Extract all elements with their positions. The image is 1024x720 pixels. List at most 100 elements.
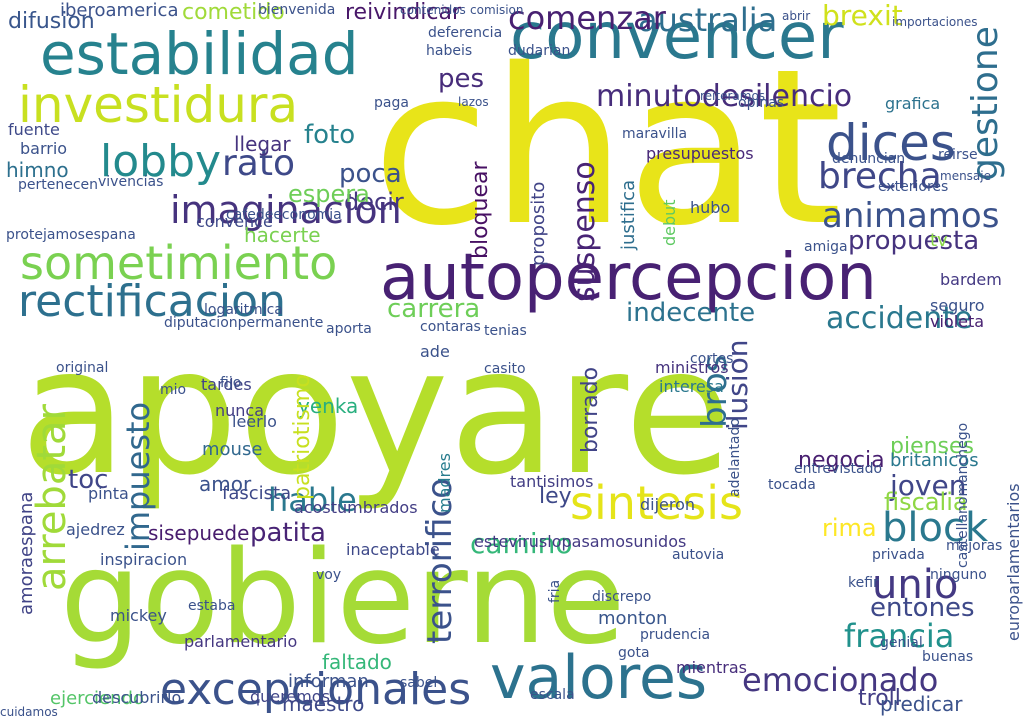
cloud-word: toc bbox=[68, 465, 109, 495]
cloud-word: tocada bbox=[768, 477, 816, 493]
cloud-word: propuesta bbox=[848, 226, 980, 256]
cloud-word: autovia bbox=[672, 547, 725, 563]
cloud-word: abrir bbox=[782, 9, 811, 23]
cloud-word: monton bbox=[598, 608, 668, 629]
cloud-word: emocionado bbox=[742, 661, 939, 699]
cloud-word: vivencias bbox=[98, 174, 164, 190]
cloud-word: fiscalia bbox=[884, 488, 968, 516]
cloud-word: reirse bbox=[938, 147, 978, 163]
cloud-word: nunca bbox=[215, 401, 265, 420]
cloud-word: leerlo bbox=[232, 412, 277, 431]
cloud-word: brecha bbox=[818, 156, 942, 197]
cloud-word: mejoras bbox=[946, 538, 1003, 554]
cloud-word: indecente bbox=[626, 298, 756, 328]
cloud-word: protejamosespana bbox=[6, 227, 136, 243]
cloud-word: fascista bbox=[222, 483, 292, 504]
cloud-word: diputacionpermanente bbox=[164, 315, 324, 331]
cloud-word: reiteramos bbox=[700, 89, 766, 103]
cloud-word: faltado bbox=[322, 650, 392, 674]
cloud-word: mientras bbox=[676, 658, 748, 677]
cloud-word: iberoamerica bbox=[60, 0, 179, 21]
cloud-word: voy bbox=[316, 567, 342, 583]
cloud-word: interesa bbox=[659, 377, 724, 396]
cloud-word: maravilla bbox=[622, 126, 688, 142]
cloud-word: tantisimos bbox=[510, 472, 594, 491]
cloud-word: madres bbox=[435, 452, 454, 513]
cloud-word: pinta bbox=[88, 484, 129, 503]
cloud-word: joven bbox=[890, 469, 967, 502]
cloud-word: patita bbox=[250, 518, 326, 548]
cloud-word: decir bbox=[344, 188, 404, 216]
cloud-word: borrado bbox=[578, 367, 603, 454]
cloud-word: cuidamos bbox=[0, 705, 58, 719]
cloud-word: comenzar bbox=[508, 0, 666, 37]
cloud-word: convence bbox=[196, 212, 273, 231]
cloud-word: mickey bbox=[110, 606, 167, 625]
cloud-word: buenas bbox=[922, 649, 974, 665]
cloud-word: accidente bbox=[826, 301, 973, 336]
cloud-word: hubo bbox=[690, 198, 731, 217]
cloud-word: rima bbox=[822, 514, 877, 542]
cloud-word: reivindicar bbox=[345, 0, 461, 25]
cloud-word: dudarian bbox=[508, 43, 571, 59]
cloud-word: britanicos bbox=[890, 450, 979, 471]
cloud-word: sintesis bbox=[570, 476, 743, 530]
cloud-word: sometimiento bbox=[20, 236, 338, 290]
cloud-word: bloquear bbox=[468, 161, 493, 260]
cloud-word: hacerte bbox=[244, 223, 321, 247]
cloud-word: bardem bbox=[940, 270, 1002, 289]
cloud-word: autopercepcion bbox=[380, 241, 877, 315]
cloud-word: sabel bbox=[400, 675, 438, 691]
cloud-word: fijo bbox=[220, 375, 242, 391]
cloud-word: block bbox=[882, 505, 989, 551]
cloud-word: fria bbox=[547, 579, 563, 603]
cloud-word: convencer bbox=[510, 0, 844, 74]
cloud-word: mio bbox=[160, 382, 187, 398]
cloud-word: casito bbox=[484, 361, 526, 377]
cloud-word: cortes bbox=[690, 351, 734, 367]
cloud-word: suspenso bbox=[567, 161, 602, 302]
cloud-word: negocia bbox=[798, 448, 885, 473]
cloud-word: entones bbox=[870, 593, 975, 623]
cloud-word: importaciones bbox=[892, 15, 978, 29]
cloud-word: amoraespana bbox=[16, 491, 37, 615]
cloud-word: tenias bbox=[484, 323, 527, 339]
cloud-word: adelantado bbox=[727, 417, 743, 497]
cloud-word: parlamentario bbox=[184, 632, 298, 651]
cloud-word: tv bbox=[930, 230, 948, 251]
cloud-word: hable bbox=[268, 481, 357, 519]
cloud-word: camino bbox=[470, 527, 573, 560]
cloud-word: paga bbox=[374, 95, 409, 111]
cloud-word: denuncian bbox=[832, 151, 906, 167]
cloud-word: queremos bbox=[250, 687, 330, 706]
cloud-word: pertenecen bbox=[18, 177, 99, 193]
cloud-word: ministros bbox=[655, 358, 729, 377]
cloud-word: excepcionales bbox=[160, 664, 472, 715]
cloud-word: foto bbox=[304, 120, 356, 150]
cloud-word: debut bbox=[660, 199, 679, 246]
cloud-word: castellanomanchego bbox=[955, 423, 971, 569]
cloud-word: proposito bbox=[528, 182, 549, 267]
cloud-word: europarlamentarios bbox=[1004, 482, 1023, 641]
cloud-word: brexit bbox=[822, 0, 903, 32]
cloud-word: privada bbox=[872, 547, 925, 563]
cloud-word: llegar bbox=[234, 132, 291, 156]
cloud-word: comision bbox=[470, 3, 524, 17]
cloud-word: imaginacion bbox=[170, 188, 402, 232]
cloud-word: apoyare bbox=[20, 311, 732, 514]
cloud-word: presupuestos bbox=[646, 144, 754, 163]
cloud-word: amor bbox=[199, 472, 252, 496]
cloud-word: chat bbox=[372, 22, 843, 273]
cloud-word: estevirusl​opasamosunidos bbox=[474, 532, 687, 551]
cloud-word: poca bbox=[339, 159, 402, 189]
cloud-word: mouse bbox=[202, 439, 263, 460]
cloud-word: gobierne bbox=[60, 524, 626, 673]
cloud-word: cafedeeconomia bbox=[226, 207, 342, 223]
cloud-word: estaba bbox=[188, 598, 236, 614]
cloud-word: habeis bbox=[426, 43, 473, 59]
cloud-word: ejerciendo bbox=[50, 688, 144, 709]
cloud-word: inaceptable bbox=[346, 540, 440, 559]
cloud-word: carrera bbox=[387, 294, 481, 324]
cloud-word: logaritmica bbox=[204, 302, 283, 318]
